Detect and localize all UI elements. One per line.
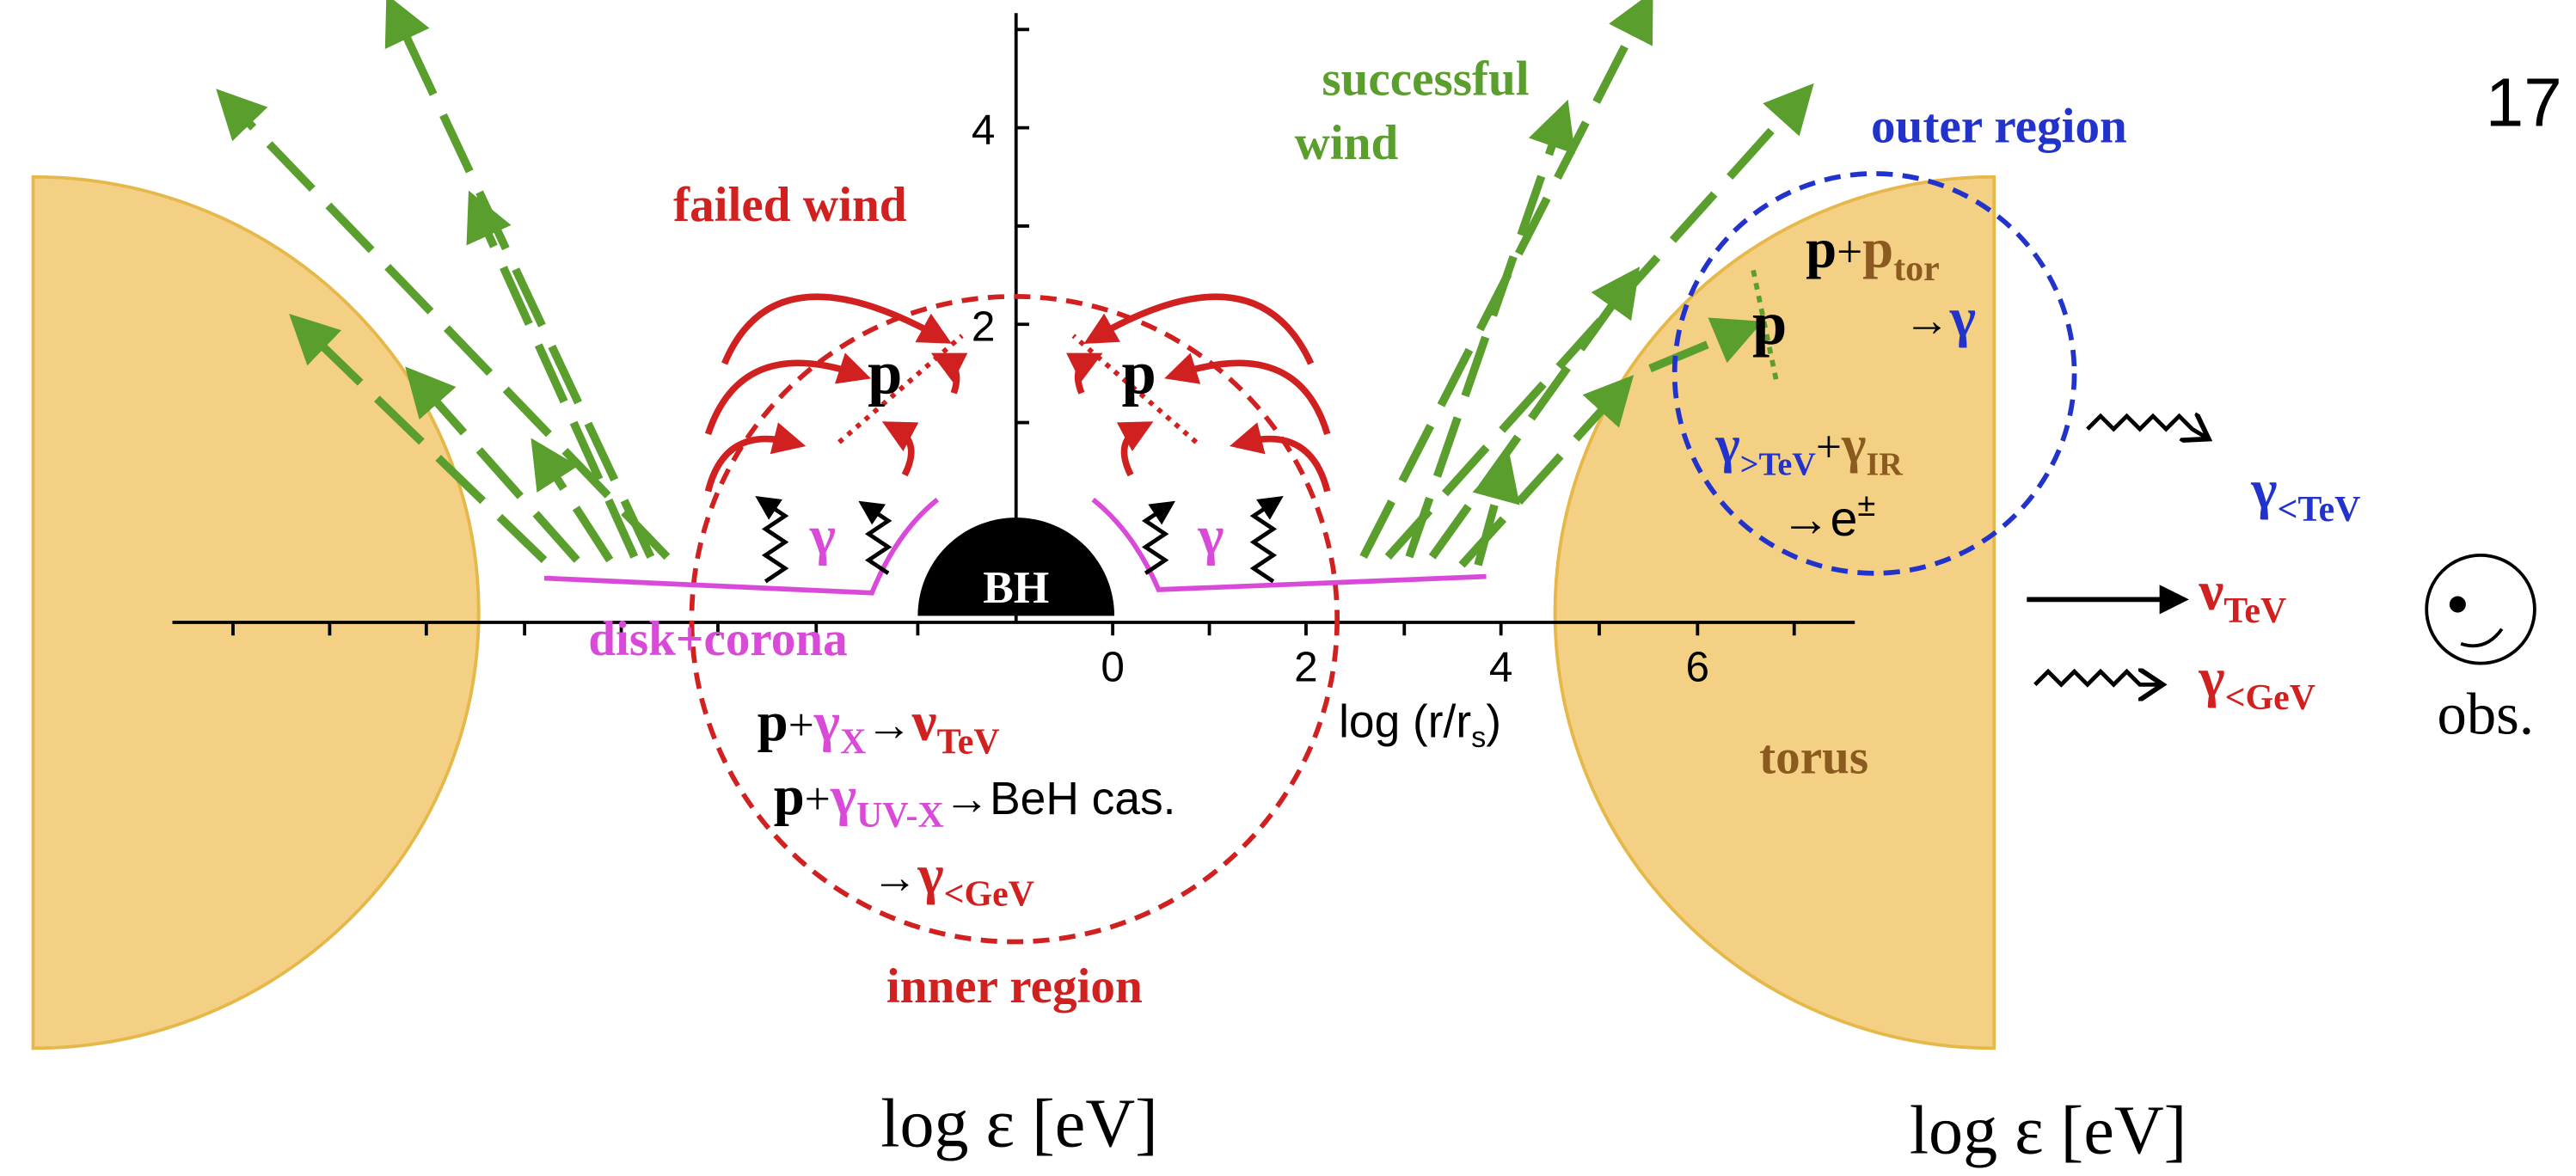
- text: →: [1904, 295, 1949, 346]
- x-tick-label: 4: [1489, 644, 1513, 691]
- text: X: [840, 722, 866, 762]
- label: BH: [983, 561, 1049, 613]
- text: IR: [1866, 447, 1903, 483]
- text: +: [1816, 420, 1842, 472]
- text: <TeV: [2278, 490, 2361, 530]
- text: →BeH cas.: [944, 774, 1176, 824]
- text: γ: [1949, 287, 1976, 349]
- text: γ: [2250, 459, 2277, 521]
- label: inner region: [886, 959, 1143, 1014]
- label: outer region: [1871, 100, 2127, 154]
- text: log (r/r: [1339, 696, 1471, 747]
- text: ν: [911, 691, 937, 753]
- text: TeV: [937, 722, 1000, 762]
- label: successful: [1322, 52, 1529, 107]
- text: +: [805, 773, 831, 824]
- y-tick-label: 2: [972, 303, 996, 350]
- page: 17 successful wind failed wind outer reg…: [0, 0, 2576, 1176]
- text: ±: [1857, 487, 1875, 524]
- y-tick-label: 4: [972, 107, 996, 154]
- reaction: p+γUV-X→BeH cas.: [774, 765, 1176, 836]
- reaction: p+γX→νTeV: [757, 691, 1000, 762]
- label: failed wind: [673, 178, 907, 232]
- text: +: [788, 699, 814, 750]
- bottom-label: log ε [eV]: [1910, 1093, 2187, 1168]
- reaction: →γ: [1904, 287, 1976, 349]
- label: wind: [1295, 116, 1399, 170]
- label: p: [1121, 337, 1156, 407]
- label: obs.: [2438, 682, 2534, 747]
- text: γ: [2198, 647, 2224, 709]
- text: γ: [813, 691, 840, 753]
- page-number: 17: [2486, 64, 2562, 141]
- text: p: [757, 691, 788, 753]
- text: TeV: [2223, 591, 2286, 631]
- text: γ: [1841, 416, 1867, 474]
- reaction: →γ<GeV: [872, 843, 1034, 914]
- text: tor: [1893, 249, 1940, 289]
- text: →e: [1781, 492, 1857, 547]
- bottom-label: log ε [eV]: [880, 1087, 1157, 1162]
- label: p: [868, 337, 902, 407]
- text: ): [1486, 696, 1501, 747]
- output: νTeV: [2198, 560, 2286, 631]
- text: s: [1471, 721, 1486, 754]
- text: p: [1806, 218, 1837, 280]
- text: <GeV: [944, 875, 1034, 915]
- torus-left: [34, 177, 479, 1049]
- label: disk+corona: [588, 612, 847, 666]
- x-tick-label: 2: [1294, 644, 1318, 691]
- label: γ: [1197, 505, 1224, 567]
- text: ν: [2198, 560, 2223, 622]
- text: →: [866, 699, 911, 750]
- output: γ<TeV: [2250, 459, 2360, 530]
- text: γ: [1714, 416, 1740, 474]
- text: >TeV: [1740, 447, 1817, 483]
- label: torus: [1759, 730, 1868, 784]
- text: γ: [830, 765, 856, 827]
- text: p: [774, 765, 805, 827]
- text: p: [1862, 218, 1893, 280]
- observer-icon: [2426, 555, 2535, 664]
- x-tick-label: 0: [1101, 644, 1125, 691]
- text: →: [872, 851, 917, 903]
- diagram: 17 successful wind failed wind outer reg…: [0, 0, 2576, 1176]
- output: γ<GeV: [2198, 647, 2315, 718]
- label: p: [1752, 288, 1787, 358]
- text: <GeV: [2225, 678, 2315, 718]
- x-axis-label: log (r/rs): [1339, 696, 1501, 753]
- x-tick-label: 6: [1686, 644, 1710, 691]
- text: γ: [917, 843, 943, 905]
- label: γ: [809, 505, 836, 567]
- text: UV-X: [856, 796, 944, 836]
- text: +: [1837, 226, 1862, 278]
